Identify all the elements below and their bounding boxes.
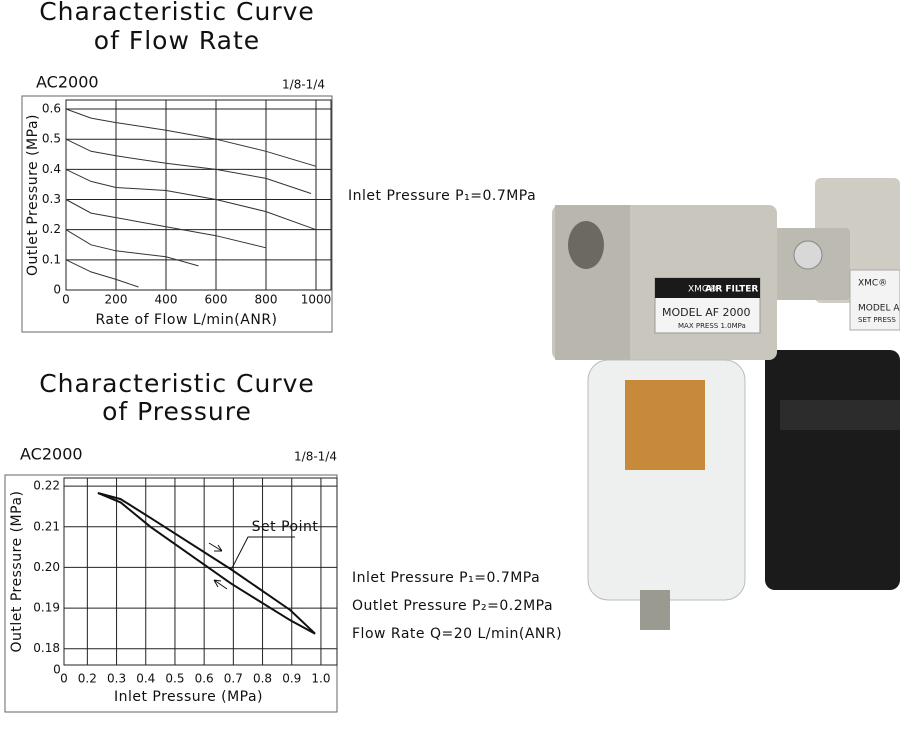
knob-ring: [780, 400, 900, 430]
annotation: Inlet Pressure P₁=0.7MPa: [352, 570, 540, 586]
y-tick-label: 0.6: [42, 102, 61, 116]
photo-label: XMC®: [858, 279, 887, 289]
x-tick-label: 0.6: [195, 672, 214, 686]
chart-title: Characteristic Curve: [39, 0, 315, 26]
y-tick-label: 0.3: [42, 192, 61, 206]
curve: [97, 492, 316, 635]
x-tick-label: 200: [105, 293, 128, 307]
note: 1/8-1/4: [282, 78, 325, 92]
x-tick-label: 0.8: [253, 672, 272, 686]
chart-title: of Pressure: [102, 397, 252, 426]
y-tick-label: 0.19: [33, 601, 60, 615]
y-axis-label: Outlet Pressure (MPa): [25, 114, 41, 276]
x-axis-label: Inlet Pressure (MPa): [114, 689, 263, 705]
annotation: Inlet Pressure P₁=0.7MPa: [348, 188, 536, 204]
curve: [65, 199, 267, 249]
x-tick-label: 400: [155, 293, 178, 307]
drain: [640, 590, 670, 630]
axis-break-label: 0: [53, 663, 61, 677]
x-axis-label: Rate of Flow L/min(ANR): [95, 312, 277, 328]
photo-label: MODEL AF 2000: [662, 306, 751, 319]
curve: [65, 168, 317, 231]
port: [568, 221, 604, 269]
x-tick-label: 0.2: [78, 672, 97, 686]
x-tick-label: 600: [205, 293, 228, 307]
y-tick-label: 0.22: [33, 479, 60, 493]
cartridge: [625, 380, 705, 470]
curve: [65, 108, 317, 167]
x-tick-label: 0.4: [136, 672, 155, 686]
y-tick-label: 0: [53, 283, 61, 297]
y-tick-label: 0.5: [42, 132, 61, 146]
arrow: [213, 579, 228, 590]
x-tick-label: 0.5: [165, 672, 184, 686]
subtitle: AC2000: [20, 445, 83, 464]
y-axis-label: Outlet Pressure (MPa): [9, 491, 25, 653]
y-tick-label: 0.20: [33, 560, 60, 574]
label-band: [655, 278, 760, 298]
y-tick-label: 0.1: [42, 252, 61, 266]
y-tick-label: 0.18: [33, 641, 60, 655]
chart-title: of Flow Rate: [94, 26, 260, 55]
x-tick-label: 0: [62, 293, 70, 307]
arrow: [208, 542, 223, 552]
plot-frame: [63, 477, 338, 666]
x-tick-label: 1000: [301, 293, 332, 307]
photo-label: MAX PRESS 1.0MPa: [678, 322, 746, 330]
curve: [65, 259, 139, 288]
axis-break-label: 0: [60, 672, 68, 686]
x-tick-label: 0.7: [224, 672, 243, 686]
annotation: Flow Rate Q=20 L/min(ANR): [352, 626, 562, 642]
x-tick-label: 1.0: [311, 672, 330, 686]
regulator-knob: [765, 350, 900, 590]
curve: [65, 229, 199, 267]
curve: [97, 492, 316, 635]
y-tick-label: 0.4: [42, 162, 61, 176]
product-photo: [552, 178, 900, 630]
chart-title: Characteristic Curve: [39, 369, 315, 398]
set-point-label: Set Point: [252, 519, 319, 535]
x-tick-label: 0.3: [107, 672, 126, 686]
photo-label: AIR FILTER: [705, 285, 758, 295]
y-tick-label: 0.2: [42, 222, 61, 236]
x-tick-label: 0.9: [282, 672, 301, 686]
plot-frame: [65, 99, 332, 291]
screw: [793, 240, 823, 270]
photo-label: SET PRESS: [858, 316, 896, 324]
chart-frame: [21, 95, 333, 333]
annotation: Outlet Pressure P₂=0.2MPa: [352, 598, 553, 614]
leader: [230, 536, 295, 571]
x-tick-label: 800: [255, 293, 278, 307]
y-tick-label: 0.21: [33, 519, 60, 533]
subtitle: AC2000: [36, 73, 99, 92]
note: 1/8-1/4: [294, 450, 337, 464]
curve: [65, 138, 312, 194]
regulator-label: [849, 269, 900, 331]
photo-label: XMC®: [688, 285, 717, 295]
photo-label: MODEL A: [858, 304, 900, 314]
